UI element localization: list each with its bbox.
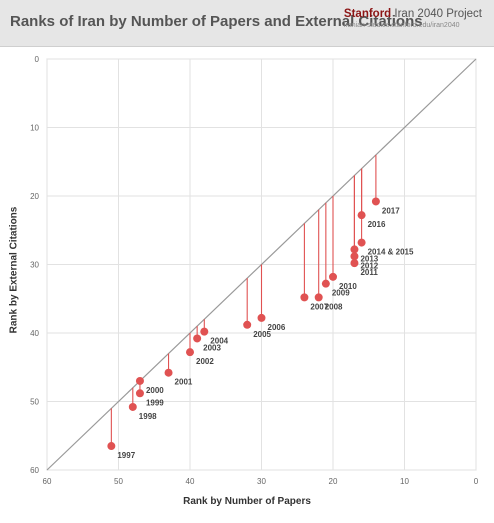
data-point [350,252,359,261]
point-label: 2010 [339,282,357,291]
data-point [300,293,309,302]
point-label: 2003 [203,343,221,352]
point-label: 2005 [253,330,271,339]
y-tick-label: 50 [30,398,39,407]
point-label: 2016 [368,220,386,229]
data-point [193,334,202,343]
point-label: 2013 [360,254,378,263]
x-tick-label: 30 [257,477,266,486]
point-label: 2006 [268,323,286,332]
data-point [257,313,266,322]
point-label: 2000 [146,386,164,395]
point-label: 2008 [325,302,343,311]
chart-title: Ranks of Iran by Number of Papers and Ex… [10,13,423,30]
y-tick-label: 20 [30,192,39,201]
point-label: 2007 [310,302,328,311]
point-label: 1997 [117,451,135,460]
y-tick-label: 0 [35,55,40,64]
data-point [321,279,330,288]
point-label: 2014 & 2015 [368,248,414,257]
x-tick-label: 40 [186,477,195,486]
data-point [357,238,366,247]
brand-stanford: Stanford [343,8,392,20]
point-label: 2004 [210,337,228,346]
y-tick-label: 10 [30,124,39,133]
data-point [135,389,144,398]
y-tick-label: 40 [30,329,39,338]
data-point [371,197,380,206]
brand-url: iranian-studies.stanford.edu/iran2040 [343,22,460,29]
x-axis-label: Rank by Number of Papers [183,496,311,507]
y-tick-label: 60 [30,466,39,475]
brand-project: Iran 2040 Project [394,8,482,20]
x-tick-label: 60 [43,477,52,486]
data-point [128,402,137,411]
point-label: 2001 [175,378,193,387]
x-tick-label: 50 [114,477,123,486]
point-label: 1998 [139,412,157,421]
data-point [107,442,116,451]
data-point [164,368,173,377]
x-tick-label: 0 [474,477,479,486]
data-point [186,348,194,357]
point-label: 2002 [196,357,214,366]
data-point [350,245,359,254]
point-label: 2011 [360,268,378,277]
x-tick-label: 10 [400,477,409,486]
point-label: 1999 [146,398,164,407]
data-point [350,259,359,268]
scatter-chart: 60 50 40 30 20 10 0010203040506019971998199920… [30,55,479,486]
point-label: 2009 [332,289,350,298]
y-tick-label: 30 [30,261,39,270]
data-point [243,320,252,329]
y-axis-label: Rank by External Citations [8,206,20,334]
data-point [357,211,366,220]
data-point [329,272,337,281]
point-label: 2012 [360,261,378,270]
data-point [200,327,209,336]
chart-header: Ranks of Iran by Number of Papers and Ex… [0,0,494,47]
brand-logo: Stanford Iran 2040 Project iranian-studi… [344,8,482,29]
data-point [314,293,323,302]
data-point [135,376,144,385]
x-tick-label: 20 [329,477,338,486]
point-label: 2017 [382,206,400,215]
